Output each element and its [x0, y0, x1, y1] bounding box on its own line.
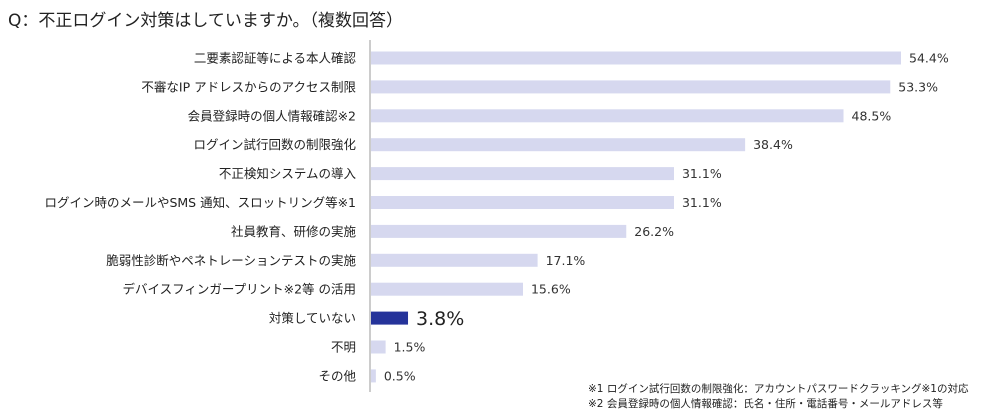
value-label: 3.8%	[416, 308, 464, 330]
category-label: ログイン時のメールやSMS 通知、スロットリング等※1	[44, 195, 356, 210]
category-label: 不正検知システムの導入	[219, 166, 357, 181]
bar	[371, 196, 674, 209]
category-label: デバイスフィンガープリント※2等 の活用	[122, 282, 356, 297]
bar	[371, 369, 376, 383]
category-label: ログイン試行回数の制限強化	[193, 137, 356, 152]
footnote-2: ※2 会員登録時の個人情報確認：氏名・住所・電話番号・メールアドレス等	[588, 398, 943, 410]
category-label: 対策していない	[269, 311, 356, 326]
category-label: 会員登録時の個人情報確認※2	[188, 108, 356, 123]
bar	[371, 340, 386, 354]
value-label: 17.1%	[546, 253, 586, 268]
value-label: 31.1%	[682, 195, 722, 210]
bar	[371, 138, 746, 152]
bar	[371, 224, 627, 238]
value-label: 1.5%	[394, 340, 426, 355]
bar	[371, 167, 674, 181]
bar	[371, 80, 891, 94]
category-label: 脆弱性診断やペネトレーションテストの実施	[106, 253, 356, 268]
footnote-1: ※1 ログイン試行回数の制限強化：アカウントパスワードクラッキング※1の対応	[588, 383, 969, 395]
bar-highlight	[371, 311, 409, 325]
value-label: 31.1%	[682, 166, 722, 181]
footnotes: ※1 ログイン試行回数の制限強化：アカウントパスワードクラッキング※1の対応 ※…	[588, 382, 968, 412]
category-label: その他	[318, 368, 356, 383]
category-label: 不明	[331, 340, 356, 355]
value-label: 0.5%	[384, 368, 416, 383]
value-label: 26.2%	[634, 224, 674, 239]
bar	[371, 253, 538, 267]
value-label: 48.5%	[852, 108, 892, 123]
category-label: 不審なIP アドレスからのアクセス制限	[141, 79, 356, 94]
bar	[371, 51, 901, 65]
value-label: 15.6%	[531, 282, 571, 297]
value-label: 54.4%	[909, 51, 949, 66]
chart-title: Q：不正ログイン対策はしていますか。（複数回答）	[8, 11, 404, 31]
value-label: 38.4%	[753, 137, 793, 152]
bar	[371, 282, 523, 296]
value-label: 53.3%	[898, 79, 938, 94]
category-label: 社員教育、研修の実施	[231, 224, 357, 239]
bar	[371, 109, 844, 123]
category-label: 二要素認証等による本人確認	[194, 51, 357, 66]
